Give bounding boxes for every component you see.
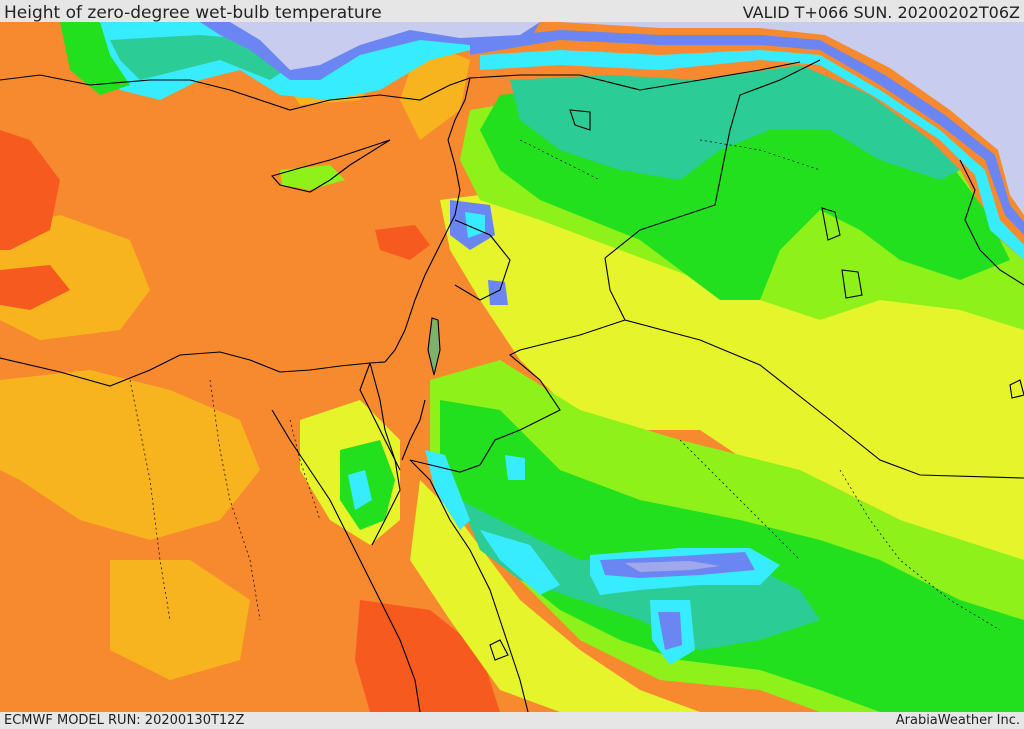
field-snow-ne (540, 22, 1024, 215)
field-lightorange-3 (110, 560, 250, 680)
credit-label: ArabiaWeather Inc. (895, 713, 1020, 728)
map-canvas (0, 22, 1024, 712)
field-red-levant (375, 225, 430, 260)
field-lightorange-1 (0, 215, 150, 340)
valid-time: VALID T+066 SUN. 20200202T06Z (742, 3, 1020, 22)
field-red-west-2 (0, 265, 70, 310)
field-yellow-main (440, 190, 1024, 560)
field-cyan-hejaz-2 (480, 530, 560, 595)
field-yellow-south (410, 480, 700, 712)
field-cyan-sinai (348, 470, 372, 510)
field-cyan-north (480, 50, 1024, 260)
weather-map[interactable] (0, 22, 1024, 712)
field-blue-south-2 (658, 612, 682, 650)
field-blue-north (470, 30, 1024, 235)
footer-bar: ECMWF MODEL RUN: 20200130T12Z ArabiaWeat… (0, 712, 1024, 729)
field-lime-cyprus (280, 165, 345, 190)
field-snow-nw (230, 22, 540, 70)
field-cyan-jordan (505, 455, 525, 480)
field-cyan-hejaz (425, 450, 470, 530)
field-teal-north (510, 65, 960, 180)
model-run-label: ECMWF MODEL RUN: 20200130T12Z (4, 713, 245, 728)
provincial-borders (129, 139, 1001, 631)
map-title: Height of zero-degree wet-bulb temperatu… (4, 3, 382, 23)
field-green-nw (60, 22, 130, 95)
coastlines (0, 59, 1024, 712)
header-bar: Height of zero-degree wet-bulb temperatu… (0, 0, 1024, 23)
field-red-redsea (355, 600, 500, 712)
field-red-west (0, 130, 60, 250)
field-lavender-south (625, 561, 720, 572)
field-cyan-lebanon (465, 212, 485, 238)
field-lightorange-2 (0, 370, 260, 540)
field-blue-hermon (488, 280, 508, 305)
